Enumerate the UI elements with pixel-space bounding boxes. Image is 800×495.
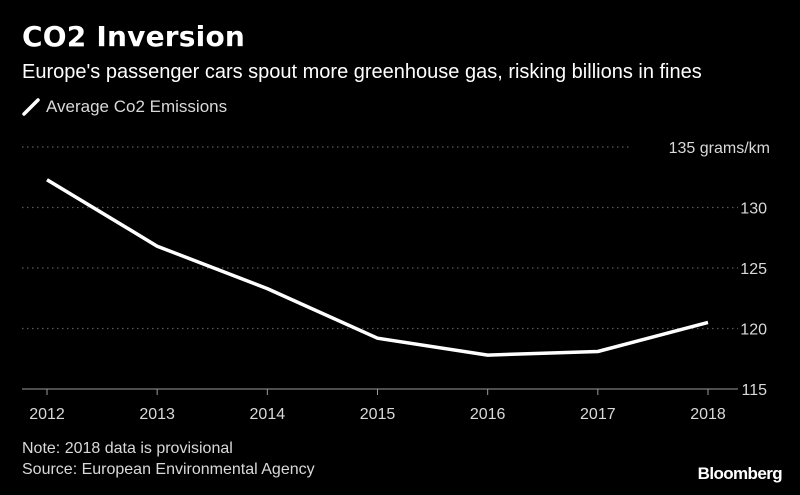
diagonal-line-icon — [22, 98, 40, 116]
y-tick-label: 130 — [740, 201, 767, 218]
x-tick-label: 2012 — [29, 406, 65, 423]
x-tick-label: 2018 — [690, 406, 726, 423]
bloomberg-logo: Bloomberg — [697, 464, 783, 483]
chart-title: CO2 Inversion — [22, 20, 246, 53]
y-tick-label: 125 — [740, 261, 767, 278]
x-tick-label: 2014 — [250, 406, 286, 423]
x-tick-label: 2016 — [470, 406, 506, 423]
chart-subtitle: Europe's passenger cars spout more green… — [22, 61, 702, 83]
x-tick-label: 2017 — [580, 406, 616, 423]
x-tick-label: 2013 — [139, 406, 175, 423]
footnote: Note: 2018 data is provisional — [22, 440, 233, 457]
y-tick-label: 115 — [741, 382, 767, 399]
legend-label: Average Co2 Emissions — [46, 97, 228, 116]
y-tick-label: 120 — [740, 322, 767, 339]
source-note: Source: European Environmental Agency — [22, 461, 315, 478]
x-tick-label: 2015 — [360, 406, 396, 423]
legend: Average Co2 Emissions — [22, 96, 227, 118]
series-line — [46, 178, 709, 357]
y-tick-label: 135 grams/km — [669, 140, 770, 157]
